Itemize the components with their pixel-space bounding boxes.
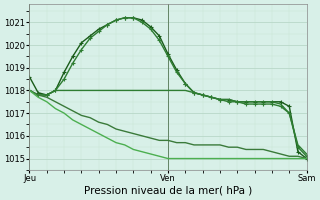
X-axis label: Pression niveau de la mer( hPa ): Pression niveau de la mer( hPa ) xyxy=(84,186,252,196)
